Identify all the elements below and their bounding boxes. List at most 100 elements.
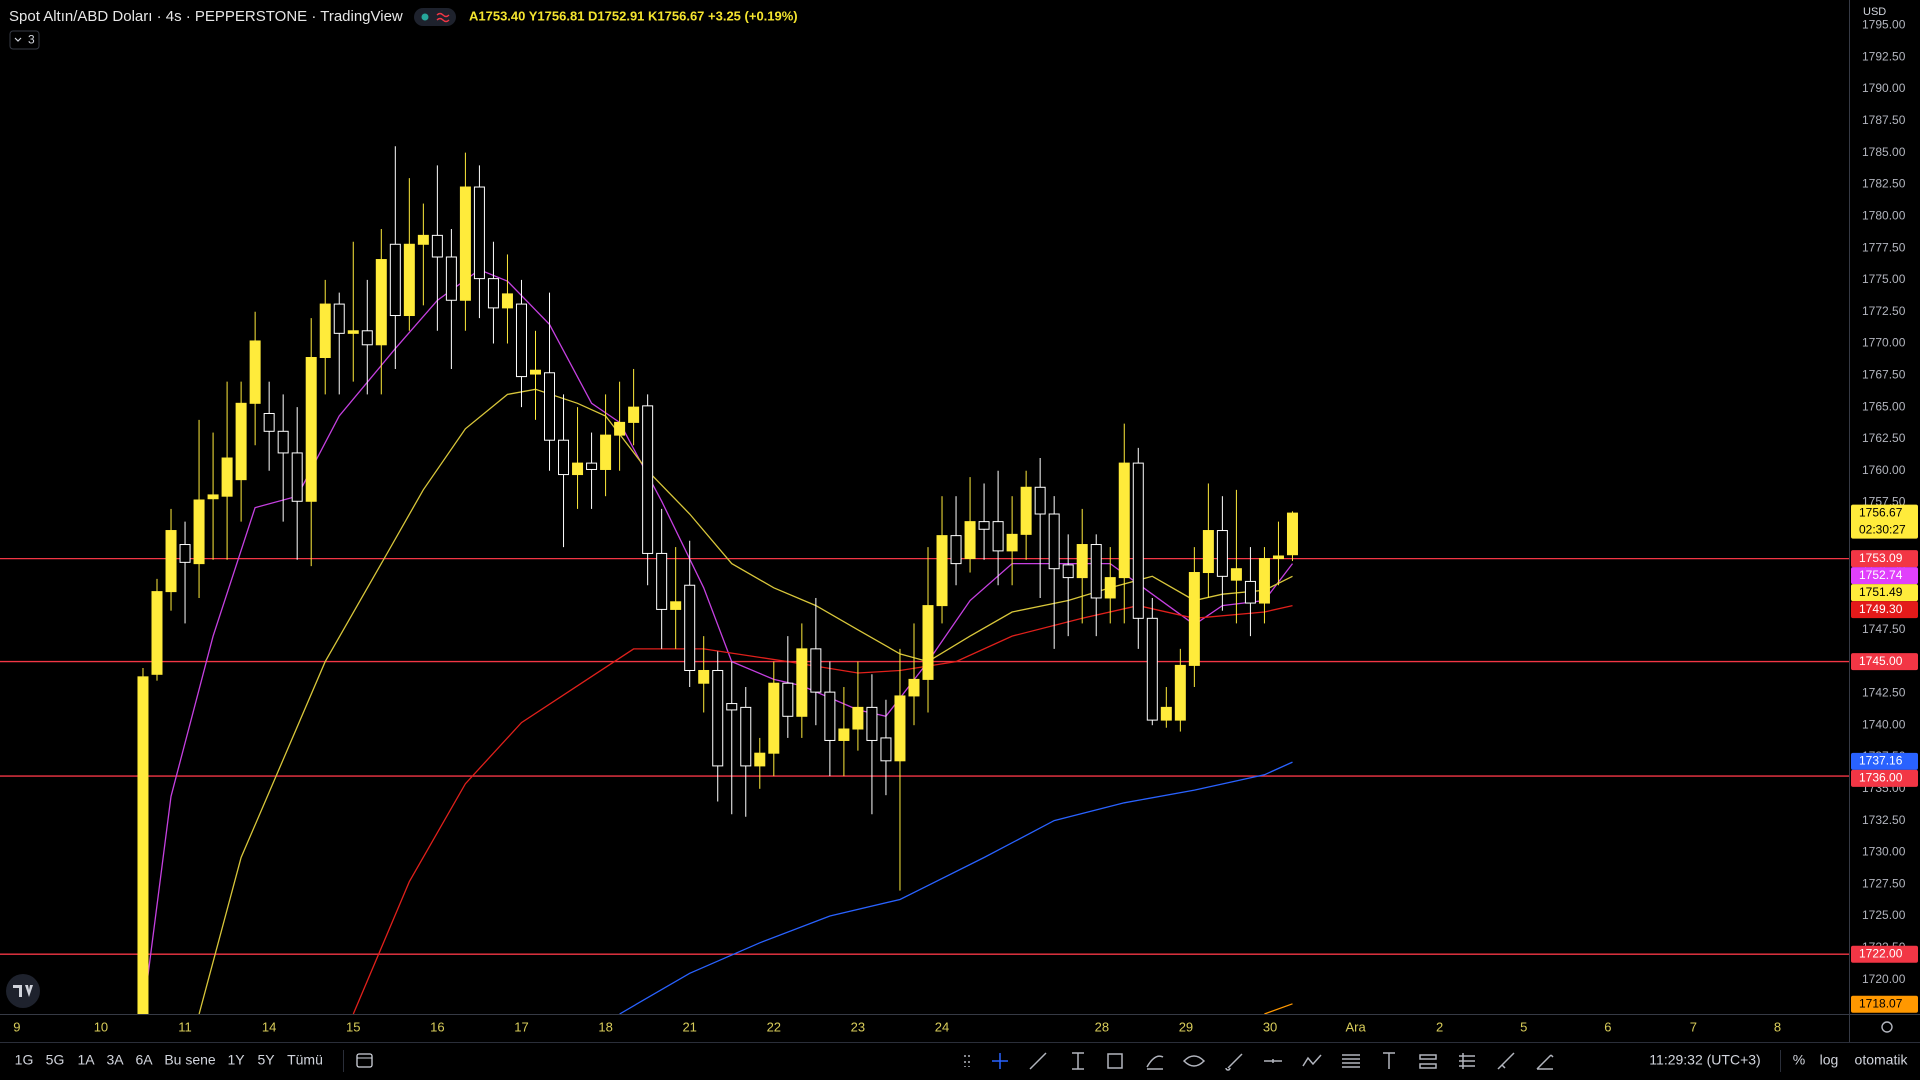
settings-icon[interactable] (1881, 1021, 1893, 1033)
x-tick-label: 10 (94, 1019, 108, 1034)
ohlc-legend: A1753.40 Y1756.81 D1752.91 K1756.67 +3.2… (469, 8, 798, 23)
y-tick-label: 1790.00 (1862, 81, 1906, 95)
candle-body (1258, 558, 1270, 604)
range-button[interactable]: 1G (15, 1052, 34, 1068)
clock[interactable]: 11:29:32 (UTC+3) (1649, 1052, 1760, 1068)
candle-body (922, 605, 934, 680)
chevron-icon (14, 37, 22, 42)
percent-toggle[interactable]: % (1793, 1052, 1805, 1068)
x-tick-label: Ara (1345, 1019, 1366, 1034)
tv-logo-mark (13, 985, 33, 997)
y-tick-label: 1740.00 (1862, 717, 1906, 731)
tv-logo[interactable] (6, 974, 40, 1008)
drawing-tool[interactable] (1419, 1054, 1437, 1069)
auto-toggle[interactable]: otomatik (1855, 1052, 1909, 1068)
x-tick-label: 18 (598, 1019, 612, 1034)
candle-body (1020, 486, 1032, 535)
range-button[interactable]: 5G (46, 1052, 65, 1068)
candle-body (417, 234, 429, 245)
candle-body (544, 372, 556, 441)
drawing-tool[interactable] (992, 1053, 1008, 1069)
indicator-toggle[interactable] (9, 30, 40, 50)
y-tick-label: 1762.50 (1862, 431, 1906, 445)
candle-body (1104, 577, 1116, 599)
candle-body (992, 521, 1004, 552)
candle-body (431, 234, 443, 258)
candle-body (263, 412, 275, 432)
range-button[interactable]: Bu sene (164, 1052, 216, 1068)
x-tick-label: 8 (1774, 1019, 1781, 1034)
tool-glyph (1302, 1054, 1322, 1067)
symbol-title: Spot Altın/ABD Doları · 4s · PEPPERSTONE… (9, 8, 403, 25)
ui: Spot Altın/ABD Doları · 4s · PEPPERSTONE… (6, 6, 1908, 1072)
x-tick-label: 30 (1263, 1019, 1277, 1034)
price-label: 1749.30 (1859, 602, 1903, 616)
date-range-icon[interactable] (356, 1053, 373, 1068)
candle-body (656, 552, 668, 610)
candle-body (529, 369, 541, 375)
countdown: 02:30:27 (1859, 522, 1906, 536)
range-button[interactable]: 5Y (257, 1052, 275, 1068)
drawing-tool[interactable] (1182, 1055, 1206, 1067)
currency-label[interactable]: USD (1863, 6, 1886, 18)
price-label: 1745.00 (1859, 654, 1903, 668)
candle-body (137, 676, 149, 1014)
status-pill[interactable] (414, 8, 456, 26)
y-tick-label: 1725.00 (1862, 908, 1906, 922)
drawing-tool[interactable] (1029, 1052, 1047, 1070)
drawing-tool[interactable] (1342, 1054, 1360, 1068)
candle-body (235, 402, 247, 481)
tool-glyph (1342, 1054, 1360, 1068)
drawing-tool[interactable] (1459, 1053, 1475, 1069)
range-button[interactable]: 3A (106, 1052, 124, 1068)
candle-body (319, 303, 331, 359)
tool-glyph (1419, 1054, 1437, 1069)
y-tick-label: 1765.00 (1862, 399, 1906, 413)
tool-glyph (1383, 1052, 1395, 1069)
x-tick-label: 17 (514, 1019, 528, 1034)
x-tick-label: 9 (13, 1019, 20, 1034)
drawing-tool[interactable] (1383, 1052, 1395, 1069)
candle-body (782, 682, 794, 717)
data-delay-icon (436, 12, 450, 23)
range-button[interactable]: 1Y (227, 1052, 245, 1068)
range-button[interactable]: 6A (135, 1052, 153, 1068)
price-label-box (1851, 653, 1918, 671)
drawing-tool[interactable] (1536, 1054, 1554, 1070)
candle-body (740, 706, 752, 767)
tool-glyph (1107, 1053, 1123, 1069)
y-tick-label: 1727.50 (1862, 876, 1906, 890)
candle-body (684, 584, 696, 671)
candle-body (1062, 564, 1074, 579)
drawing-tool[interactable] (1146, 1055, 1164, 1070)
drawing-tool[interactable] (1225, 1053, 1243, 1071)
log-toggle[interactable]: log (1820, 1052, 1839, 1068)
price-label: 1736.00 (1859, 770, 1903, 784)
drawing-tool[interactable] (1107, 1053, 1123, 1069)
candle-body (1048, 513, 1060, 570)
candle-body (501, 293, 513, 309)
candle-body (193, 499, 205, 565)
price-label-box (1851, 504, 1918, 539)
drawing-tool[interactable] (1072, 1052, 1084, 1070)
candle-body (487, 278, 499, 309)
candle-body (908, 678, 920, 697)
drawing-tool[interactable] (1264, 1059, 1282, 1063)
tool-glyph (1146, 1055, 1164, 1070)
range-button[interactable]: Tümü (287, 1052, 323, 1068)
drawing-tool[interactable] (964, 1055, 970, 1067)
candle-body (810, 648, 822, 693)
candle-body (614, 421, 626, 436)
y-tick-label: 1742.50 (1862, 686, 1906, 700)
indicator-count: 3 (28, 33, 35, 47)
candle-body (1230, 568, 1242, 581)
range-button[interactable]: 1A (77, 1052, 95, 1068)
candle-body (445, 256, 457, 301)
drawing-tool[interactable] (1497, 1052, 1515, 1070)
candle-body (796, 648, 808, 717)
tool-glyph (1264, 1059, 1282, 1063)
drawing-tool[interactable] (1302, 1054, 1322, 1067)
candle-body (1146, 617, 1158, 721)
candle-body (151, 591, 163, 675)
y-tick-label: 1780.00 (1862, 208, 1906, 222)
